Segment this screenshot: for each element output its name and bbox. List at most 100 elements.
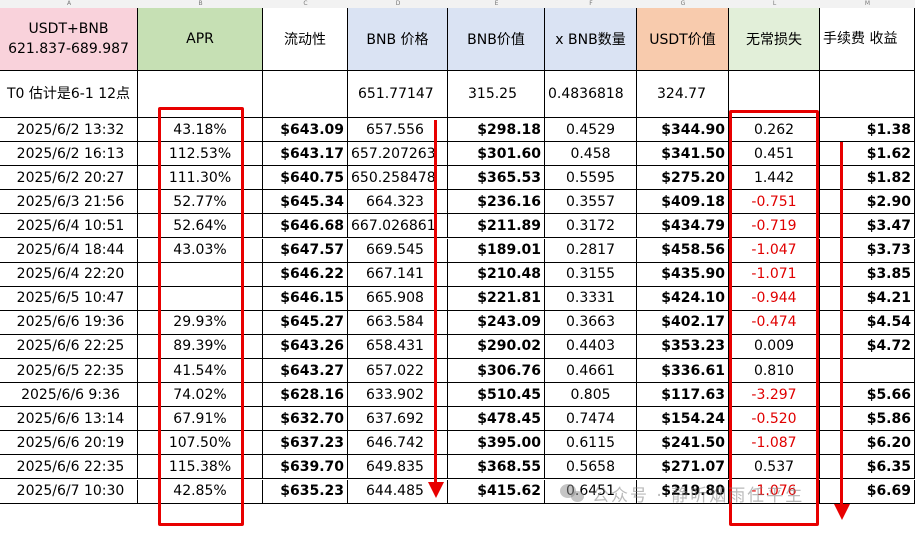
cell-usdt-value[interactable]: $353.23 <box>637 334 729 359</box>
cell-usdt-value[interactable]: $458.56 <box>637 238 729 263</box>
cell-liquidity[interactable]: $646.68 <box>263 214 348 239</box>
cell-fee-income[interactable]: $5.66 <box>820 383 915 408</box>
cell-fee-income[interactable]: $5.86 <box>820 407 915 432</box>
t0-fee-income[interactable] <box>820 71 915 118</box>
cell-impermanent-loss[interactable]: -0.474 <box>729 310 820 335</box>
cell-impermanent-loss[interactable]: 0.537 <box>729 455 820 480</box>
cell-date[interactable]: 2025/6/2 13:32 <box>0 118 138 143</box>
header-liquidity[interactable]: 流动性 <box>263 8 348 71</box>
t0-date[interactable]: T0 估计是6-1 12点 <box>0 71 138 118</box>
cell-bnb-qty[interactable]: 0.2817 <box>545 238 637 263</box>
cell-bnb-qty[interactable]: 0.4529 <box>545 118 637 143</box>
cell-impermanent-loss[interactable]: -3.297 <box>729 383 820 408</box>
cell-apr[interactable]: 89.39% <box>138 334 263 359</box>
header-apr[interactable]: APR <box>138 8 263 71</box>
cell-impermanent-loss[interactable]: 0.009 <box>729 334 820 359</box>
cell-usdt-value[interactable]: $241.50 <box>637 431 729 456</box>
cell-liquidity[interactable]: $643.09 <box>263 118 348 143</box>
cell-bnb-value[interactable]: $510.45 <box>448 383 545 408</box>
cell-fee-income[interactable]: $2.90 <box>820 190 915 215</box>
cell-impermanent-loss[interactable]: -0.944 <box>729 286 820 311</box>
cell-liquidity[interactable]: $628.16 <box>263 383 348 408</box>
cell-bnb-qty[interactable]: 0.6115 <box>545 431 637 456</box>
cell-date[interactable]: 2025/6/6 22:25 <box>0 334 138 359</box>
cell-apr[interactable]: 42.85% <box>138 479 263 504</box>
cell-fee-income[interactable]: $6.69 <box>820 479 915 504</box>
header-bnb-price[interactable]: BNB 价格 <box>348 8 448 71</box>
cell-bnb-qty[interactable]: 0.3172 <box>545 214 637 239</box>
cell-usdt-value[interactable]: $435.90 <box>637 262 729 287</box>
cell-bnb-value[interactable]: $211.89 <box>448 214 545 239</box>
cell-apr[interactable]: 52.77% <box>138 190 263 215</box>
cell-bnb-price[interactable]: 637.692 <box>348 407 448 432</box>
cell-date[interactable]: 2025/6/4 22:20 <box>0 262 138 287</box>
cell-apr[interactable]: 74.02% <box>138 383 263 408</box>
cell-bnb-value[interactable]: $365.53 <box>448 166 545 191</box>
cell-fee-income[interactable]: $6.35 <box>820 455 915 480</box>
cell-liquidity[interactable]: $646.22 <box>263 262 348 287</box>
cell-impermanent-loss[interactable]: 0.262 <box>729 118 820 143</box>
cell-liquidity[interactable]: $647.57 <box>263 238 348 263</box>
t0-bnb-price[interactable]: 651.77147 <box>348 71 448 118</box>
cell-bnb-price[interactable]: 646.742 <box>348 431 448 456</box>
cell-impermanent-loss[interactable]: -0.751 <box>729 190 820 215</box>
cell-apr[interactable]: 107.50% <box>138 431 263 456</box>
cell-apr[interactable]: 52.64% <box>138 214 263 239</box>
cell-bnb-qty[interactable]: 0.7474 <box>545 407 637 432</box>
cell-bnb-price[interactable]: 657.207263 <box>348 142 448 167</box>
cell-apr[interactable]: 112.53% <box>138 142 263 167</box>
cell-apr[interactable]: 29.93% <box>138 310 263 335</box>
cell-impermanent-loss[interactable]: -1.087 <box>729 431 820 456</box>
cell-impermanent-loss[interactable]: 0.810 <box>729 359 820 384</box>
cell-bnb-price[interactable]: 667.141 <box>348 262 448 287</box>
cell-bnb-qty[interactable]: 0.5658 <box>545 455 637 480</box>
cell-date[interactable]: 2025/6/4 10:51 <box>0 214 138 239</box>
cell-bnb-price[interactable]: 658.431 <box>348 334 448 359</box>
cell-fee-income[interactable]: $4.54 <box>820 310 915 335</box>
t0-liquidity[interactable] <box>263 71 348 118</box>
cell-usdt-value[interactable]: $409.18 <box>637 190 729 215</box>
cell-liquidity[interactable]: $643.26 <box>263 334 348 359</box>
cell-bnb-value[interactable]: $301.60 <box>448 142 545 167</box>
cell-impermanent-loss[interactable]: -0.520 <box>729 407 820 432</box>
cell-date[interactable]: 2025/6/6 20:19 <box>0 431 138 456</box>
cell-date[interactable]: 2025/6/4 18:44 <box>0 238 138 263</box>
cell-fee-income[interactable]: $3.85 <box>820 262 915 287</box>
cell-bnb-qty[interactable]: 0.458 <box>545 142 637 167</box>
header-bnb-qty[interactable]: x BNB数量 <box>545 8 637 71</box>
cell-bnb-value[interactable]: $243.09 <box>448 310 545 335</box>
cell-fee-income[interactable]: $1.82 <box>820 166 915 191</box>
cell-impermanent-loss[interactable]: -0.719 <box>729 214 820 239</box>
cell-bnb-value[interactable]: $368.55 <box>448 455 545 480</box>
cell-bnb-value[interactable]: $306.76 <box>448 359 545 384</box>
header-fee-income[interactable]: 手续费 收益 <box>820 8 915 71</box>
t0-bnb-value[interactable]: 315.25 <box>448 71 545 118</box>
cell-usdt-value[interactable]: $219.80 <box>637 479 729 504</box>
cell-usdt-value[interactable]: $402.17 <box>637 310 729 335</box>
cell-usdt-value[interactable]: $341.50 <box>637 142 729 167</box>
cell-date[interactable]: 2025/6/5 10:47 <box>0 286 138 311</box>
cell-bnb-price[interactable]: 665.908 <box>348 286 448 311</box>
cell-date[interactable]: 2025/6/3 21:56 <box>0 190 138 215</box>
cell-fee-income[interactable] <box>820 359 915 384</box>
cell-apr[interactable] <box>138 286 263 311</box>
cell-bnb-value[interactable]: $221.81 <box>448 286 545 311</box>
cell-date[interactable]: 2025/6/6 13:14 <box>0 407 138 432</box>
header-usdt-value[interactable]: USDT价值 <box>637 8 729 71</box>
cell-date[interactable]: 2025/6/5 22:35 <box>0 359 138 384</box>
header-date[interactable]: USDT+BNB 621.837-689.987 <box>0 8 138 71</box>
cell-bnb-price[interactable]: 664.323 <box>348 190 448 215</box>
cell-liquidity[interactable]: $640.75 <box>263 166 348 191</box>
cell-bnb-price[interactable]: 650.258478 <box>348 166 448 191</box>
cell-usdt-value[interactable]: $154.24 <box>637 407 729 432</box>
cell-impermanent-loss[interactable]: -1.076 <box>729 479 820 504</box>
cell-usdt-value[interactable]: $336.61 <box>637 359 729 384</box>
t0-impermanent-loss[interactable] <box>729 71 820 118</box>
cell-bnb-value[interactable]: $236.16 <box>448 190 545 215</box>
cell-usdt-value[interactable]: $117.63 <box>637 383 729 408</box>
t0-bnb-qty[interactable]: 0.4836818 <box>545 71 637 118</box>
cell-bnb-qty[interactable]: 0.3155 <box>545 262 637 287</box>
cell-impermanent-loss[interactable]: 1.442 <box>729 166 820 191</box>
cell-date[interactable]: 2025/6/2 20:27 <box>0 166 138 191</box>
cell-bnb-price[interactable]: 633.902 <box>348 383 448 408</box>
